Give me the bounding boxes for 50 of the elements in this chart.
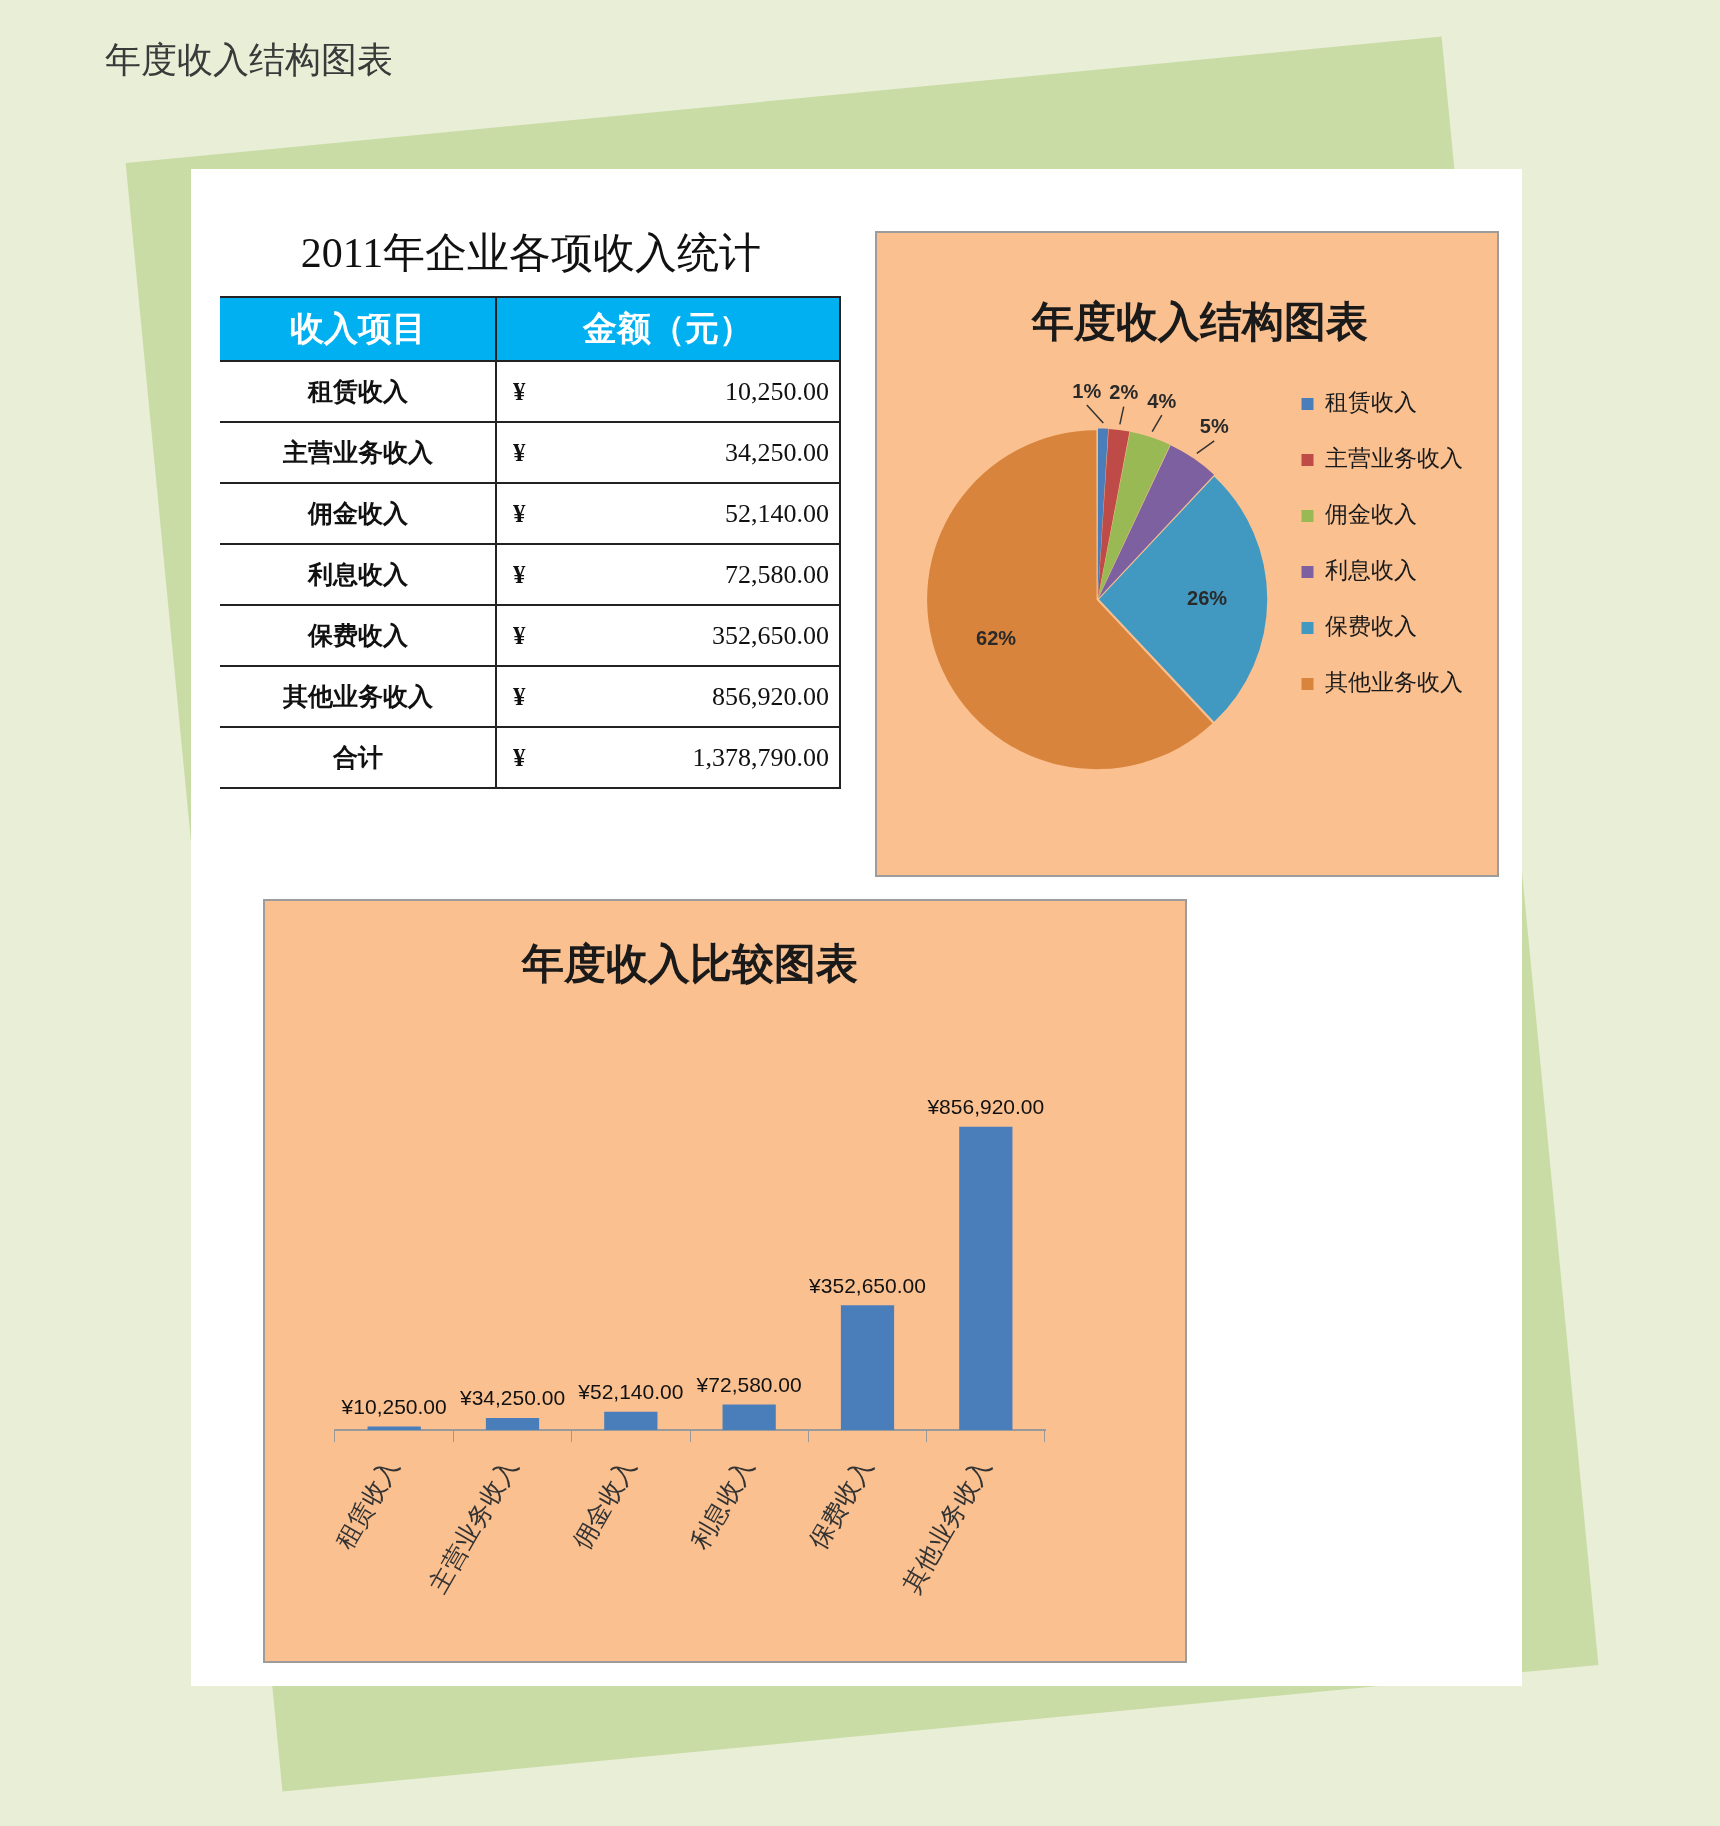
data-label: 4%: [1147, 389, 1177, 412]
text: 年度收入结构图表: [105, 38, 394, 82]
bar: [367, 1426, 421, 1431]
category-label: 佣金收入: [220, 483, 496, 544]
legend-label: 其他业务收入: [1325, 669, 1463, 696]
bar: [604, 1411, 658, 1431]
text: ¥ 10,250.00: [513, 376, 829, 406]
x-tick-label: 租赁收入: [330, 1453, 405, 1554]
category-label: 保费收入: [220, 605, 496, 666]
data-label: 26%: [1187, 586, 1228, 609]
data-label: 1%: [1072, 379, 1102, 402]
text: 收入项目: [220, 297, 496, 361]
text: ¥ 34,250.00: [513, 437, 829, 467]
bar: [485, 1417, 540, 1431]
text: 金额（元）: [496, 297, 840, 361]
x-tick-label: 其他业务收入: [897, 1453, 996, 1598]
text: ¥ 52,140.00: [513, 498, 829, 528]
text: 2011年企业各项收入统计: [299, 229, 763, 278]
data-label: 62%: [976, 626, 1017, 649]
legend-label: 佣金收入: [1325, 501, 1417, 528]
data-label: ¥34,250.00: [458, 1386, 566, 1410]
chart-title: 年度收入比较图表: [521, 939, 858, 987]
data-label: ¥10,250.00: [340, 1394, 447, 1418]
legend-label: 保费收入: [1325, 613, 1417, 640]
x-tick-label: 主营业务收入: [424, 1453, 523, 1598]
legend-label: 主营业务收入: [1325, 445, 1463, 472]
category-label: 租赁收入: [220, 361, 496, 422]
category-label: 其他业务收入: [220, 666, 496, 727]
text: ¥ 352,650.00: [513, 620, 829, 650]
bar: [840, 1305, 895, 1431]
data-label: 5%: [1199, 415, 1229, 438]
data-label: ¥352,650.00: [808, 1273, 926, 1297]
legend-label: 租赁收入: [1325, 389, 1417, 416]
data-label: 2%: [1109, 381, 1139, 404]
data-label: ¥856,920.00: [926, 1094, 1045, 1118]
chart-title: 年度收入结构图表: [1031, 297, 1368, 345]
data-label: ¥52,140.00: [577, 1379, 684, 1403]
bar: [959, 1126, 1013, 1431]
legend-label: 利息收入: [1325, 557, 1417, 584]
text: ¥ 72,580.00: [513, 559, 829, 589]
category-label: 合计: [220, 727, 496, 788]
text: ¥ 1,378,790.00: [513, 742, 829, 772]
data-label: ¥72,580.00: [695, 1372, 802, 1396]
x-tick-label: 利息收入: [685, 1453, 760, 1554]
category-label: 主营业务收入: [220, 422, 496, 483]
text: ¥ 856,920.00: [513, 681, 829, 711]
bar: [722, 1404, 776, 1431]
x-tick-label: 保费收入: [804, 1453, 878, 1554]
x-tick-label: 佣金收入: [567, 1453, 641, 1554]
category-label: 利息收入: [220, 544, 496, 605]
